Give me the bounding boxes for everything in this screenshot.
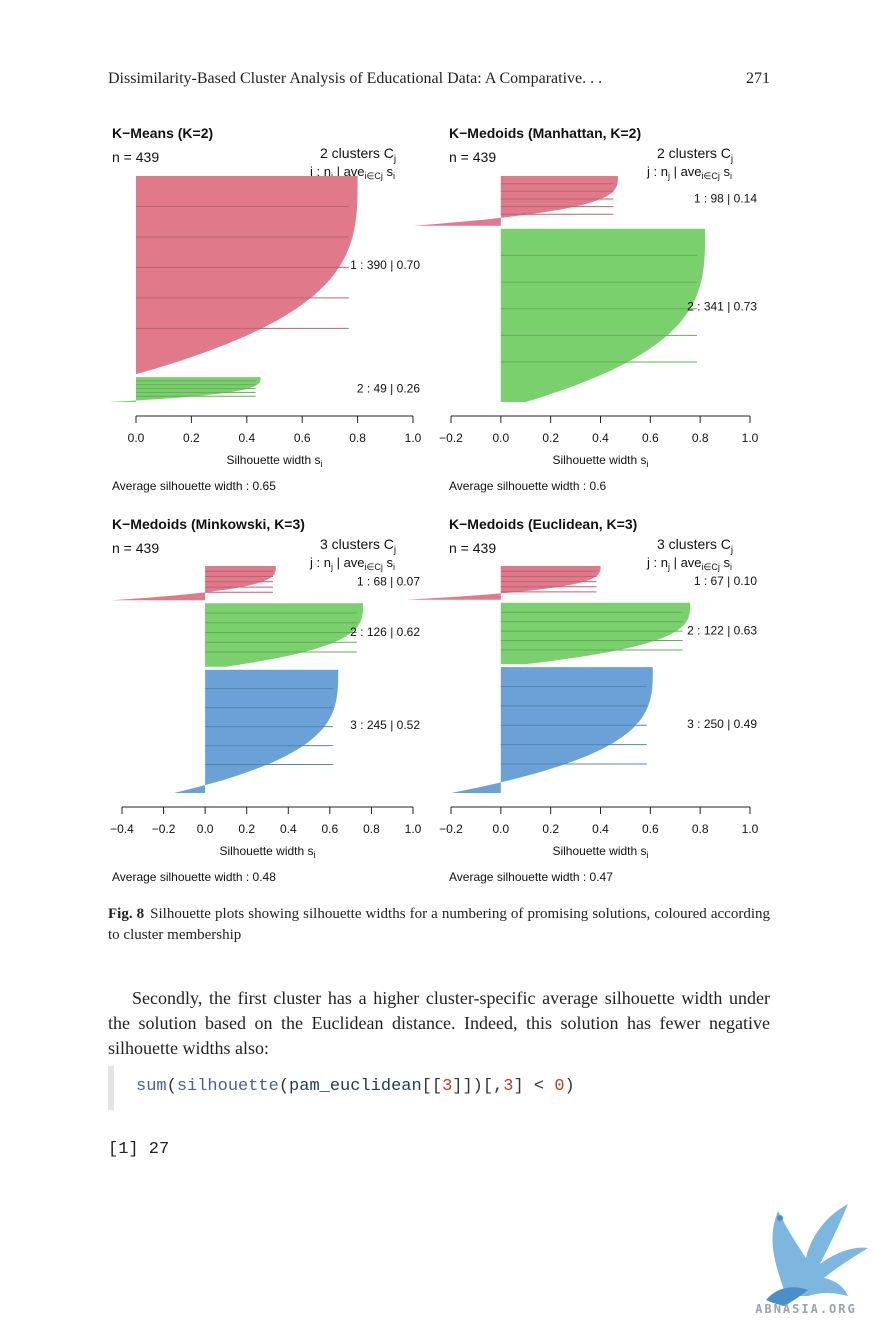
- x-tick-label: 0.6: [294, 431, 311, 445]
- x-tick-label: 0.0: [492, 431, 509, 445]
- x-tick-label: −0.2: [152, 822, 176, 836]
- x-tick-label: 0.0: [492, 822, 509, 836]
- x-tick-label: 0.2: [542, 431, 559, 445]
- column-header: j : nj | avei∈Cj si: [646, 164, 732, 181]
- x-tick-label: −0.2: [439, 431, 463, 445]
- x-tick-label: 0.4: [280, 822, 297, 836]
- running-header: Dissimilarity-Based Cluster Analysis of …: [108, 70, 770, 92]
- x-axis-label: Silhouette width si: [552, 453, 648, 469]
- x-tick-label: 0.6: [322, 822, 339, 836]
- panel-title: K−Means (K=2): [112, 125, 213, 141]
- average-silhouette: Average silhouette width : 0.47: [449, 870, 613, 884]
- x-tick-label: 1.0: [742, 822, 759, 836]
- x-tick-label: 0.4: [592, 431, 609, 445]
- x-tick-label: 0.4: [592, 822, 609, 836]
- cluster-2-silhouette: [108, 377, 261, 402]
- cluster-1-label: 1 : 390 | 0.70: [350, 258, 420, 272]
- column-header: j : nj | avei∈Cj si: [309, 555, 395, 572]
- cluster-1-label: 1 : 67 | 0.10: [694, 574, 757, 588]
- running-title: Dissimilarity-Based Cluster Analysis of …: [108, 70, 603, 87]
- cluster-2-silhouette: [500, 602, 691, 665]
- x-tick-label: 0.4: [238, 431, 255, 445]
- x-tick-label: 0.0: [128, 431, 145, 445]
- code-fn-sum: sum: [136, 1077, 167, 1096]
- x-axis-label: Silhouette width si: [219, 844, 315, 860]
- n-label: n = 439: [112, 540, 159, 556]
- x-tick-label: 0.6: [642, 822, 659, 836]
- x-tick-label: 1.0: [742, 431, 759, 445]
- cluster-2-label: 2 : 126 | 0.62: [350, 625, 420, 639]
- cluster-2-silhouette: [500, 228, 706, 402]
- panel-title: K−Medoids (Minkowski, K=3): [112, 516, 305, 532]
- body-paragraph: Secondly, the first cluster has a higher…: [108, 988, 770, 1058]
- cluster-1-silhouette: [413, 176, 618, 226]
- cluster-1-label: 1 : 68 | 0.07: [357, 574, 420, 588]
- x-tick-label: −0.2: [439, 822, 463, 836]
- code-block: sum(silhouette(pam_euclidean[[3]])[,3] <…: [108, 1066, 770, 1110]
- panel-title: K−Medoids (Euclidean, K=3): [449, 516, 637, 532]
- cluster-1-label: 1 : 98 | 0.14: [694, 191, 757, 205]
- figure-caption: Fig. 8 Silhouette plots showing silhouett…: [108, 904, 770, 946]
- caption-label: Fig. 8: [108, 906, 145, 922]
- code-fn-silhouette: silhouette: [176, 1077, 279, 1096]
- clusters-label: 3 clusters Cj: [657, 536, 733, 556]
- column-header: j : nj | avei∈Cj si: [646, 555, 732, 572]
- cluster-3-silhouette: [451, 667, 653, 793]
- cluster-2-label: 2 : 122 | 0.63: [687, 623, 757, 637]
- x-axis-label: Silhouette width si: [552, 844, 648, 860]
- silhouette-panel-3: K−Medoids (Minkowski, K=3) n = 439 3 clust…: [110, 516, 422, 884]
- x-tick-label: −0.4: [110, 822, 134, 836]
- cluster-2-label: 2 : 341 | 0.73: [687, 300, 757, 314]
- cluster-3-label: 3 : 245 | 0.52: [350, 718, 420, 732]
- page-number: 271: [746, 70, 770, 87]
- clusters-label: 2 clusters Cj: [320, 145, 396, 165]
- griffin-logo-icon: [766, 1204, 868, 1306]
- cluster-1-silhouette: [136, 176, 358, 375]
- x-tick-label: 0.2: [542, 822, 559, 836]
- x-tick-label: 1.0: [405, 822, 422, 836]
- x-tick-label: 0.8: [692, 431, 709, 445]
- n-label: n = 439: [112, 149, 159, 165]
- x-tick-label: 0.0: [197, 822, 214, 836]
- logo-text: ABNASIA.ORG: [755, 1302, 857, 1316]
- x-tick-label: 0.8: [692, 822, 709, 836]
- code-var: pam_euclidean: [289, 1077, 422, 1096]
- silhouette-panel-2: K−Medoids (Manhattan, K=2) n = 439 2 clust…: [413, 125, 759, 493]
- clusters-label: 2 clusters Cj: [657, 145, 733, 165]
- cluster-3-label: 3 : 250 | 0.49: [687, 717, 757, 731]
- cluster-1-silhouette: [111, 566, 276, 601]
- x-tick-label: 0.2: [183, 431, 200, 445]
- silhouette-panel-4: K−Medoids (Euclidean, K=3) n = 439 3 clust…: [406, 516, 759, 884]
- x-tick-label: 1.0: [405, 431, 422, 445]
- clusters-label: 3 clusters Cj: [320, 536, 396, 556]
- average-silhouette: Average silhouette width : 0.65: [112, 479, 276, 493]
- x-tick-label: 0.8: [349, 431, 366, 445]
- code-num-1: 3: [442, 1077, 453, 1096]
- x-tick-label: 0.2: [238, 822, 255, 836]
- code-output: [1] 27: [108, 1140, 170, 1159]
- n-label: n = 439: [449, 149, 496, 165]
- code-num-3: 0: [554, 1077, 565, 1096]
- cluster-2-label: 2 : 49 | 0.26: [357, 381, 420, 395]
- panel-title: K−Medoids (Manhattan, K=2): [449, 125, 641, 141]
- cluster-2-silhouette: [205, 603, 364, 667]
- average-silhouette: Average silhouette width : 0.48: [112, 870, 276, 884]
- cluster-3-silhouette: [174, 669, 339, 793]
- code-num-2: 3: [503, 1077, 514, 1096]
- average-silhouette: Average silhouette width : 0.6: [449, 479, 607, 493]
- cluster-1-silhouette: [406, 566, 601, 600]
- n-label: n = 439: [449, 540, 496, 556]
- x-tick-label: 0.6: [642, 431, 659, 445]
- caption-text: Silhouette plots showing silhouette widt…: [108, 906, 770, 943]
- x-axis-label: Silhouette width si: [226, 453, 322, 469]
- x-tick-label: 0.8: [363, 822, 380, 836]
